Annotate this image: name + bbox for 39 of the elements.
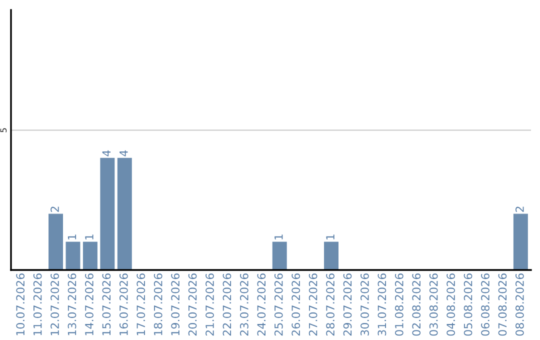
x-tick-label: 25.07.2026	[274, 273, 283, 336]
x-tick-label: 05.08.2026	[464, 273, 472, 336]
y-tick-label: 5	[0, 128, 7, 132]
x-tick-label: 15.07.2026	[102, 273, 111, 336]
x-tick-label: 12.07.2026	[50, 273, 59, 336]
data-label: 1	[326, 234, 334, 240]
data-label: 2	[50, 206, 59, 212]
x-tick-label: 26.07.2026	[292, 273, 300, 336]
x-tick-label: 08.08.2026	[515, 273, 524, 336]
data-label: 1	[68, 234, 76, 240]
data-label: 4	[102, 150, 110, 156]
x-tick-label: 10.07.2026	[16, 273, 25, 336]
x-tick-label: 01.08.2026	[394, 273, 404, 336]
x-tick-label: 23.07.2026	[240, 273, 248, 336]
x-tick-label: 17.07.2026	[136, 273, 146, 336]
data-label: 2	[515, 206, 524, 212]
x-tick-label: 18.07.2026	[154, 273, 162, 336]
x-tick-label: 11.07.2026	[33, 273, 42, 336]
x-tick-label: 02.08.2026	[412, 273, 421, 336]
data-label: 4	[120, 150, 128, 156]
x-tick-label: 28.07.2026	[326, 273, 334, 336]
x-tick-label: 19.07.2026	[171, 273, 180, 336]
x-tick-label: 27.07.2026	[308, 273, 318, 336]
x-tick-label: 22.07.2026	[222, 273, 232, 336]
x-tick-label: 16.07.2026	[119, 273, 128, 336]
x-tick-label: 24.07.2026	[257, 273, 266, 336]
data-label: 1	[274, 234, 283, 240]
x-tick-label: 04.08.2026	[446, 273, 456, 336]
x-tick-label: 14.07.2026	[85, 273, 94, 336]
x-tick-label: 29.07.2026	[343, 273, 352, 336]
x-tick-label: 03.08.2026	[429, 273, 438, 336]
x-tick-label: 30.07.2026	[360, 273, 369, 336]
x-tick-label: 13.07.2026	[68, 273, 76, 336]
data-label: 1	[85, 234, 94, 240]
x-tick-label: 31.07.2026	[378, 273, 386, 336]
x-tick-label: 06.08.2026	[481, 273, 490, 336]
x-tick-label: 07.08.2026	[498, 273, 507, 336]
x-tick-label: 21.07.2026	[206, 273, 214, 336]
x-tick-label: 20.07.2026	[188, 273, 197, 336]
